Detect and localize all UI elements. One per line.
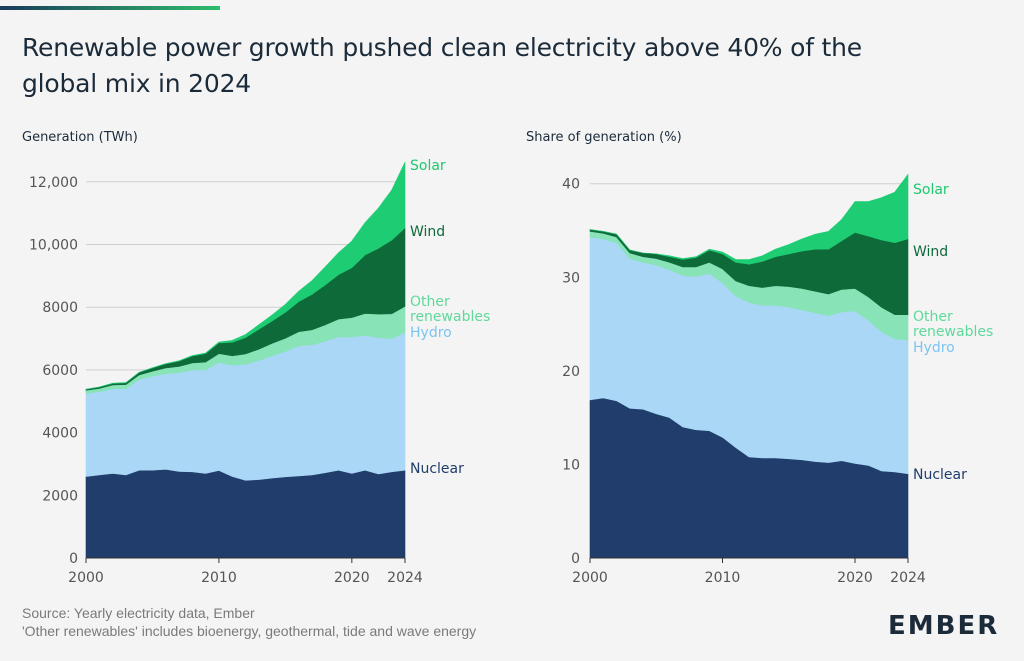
x-tick-label: 2024 — [387, 570, 423, 586]
left-panel-title: Generation (TWh) — [22, 130, 138, 145]
y-tick-label: 0 — [571, 551, 580, 567]
other-renewables-note: 'Other renewables' includes bioenergy, g… — [22, 623, 477, 639]
series-label-hydro: Hydro — [913, 340, 955, 356]
title-line-2: global mix in 2024 — [22, 69, 251, 98]
y-tick-label: 10 — [562, 457, 580, 473]
area-solar — [85, 161, 406, 390]
series-label-nuclear: Nuclear — [913, 467, 967, 483]
y-tick-label: 8000 — [42, 300, 78, 316]
y-tick-label: 40 — [562, 177, 580, 193]
generation-chart: 0 2000 4000 6000 8000 10,000 12,000 2000 2010 202… — [29, 158, 490, 586]
y-tick-label: 2000 — [42, 488, 78, 504]
x-tick-label: 2020 — [837, 570, 873, 586]
area-nuclear — [85, 468, 406, 559]
source-note: Source: Yearly electricity data, Ember — [22, 605, 255, 621]
right-panel-title: Share of generation (%) — [526, 130, 682, 145]
series-label-hydro: Hydro — [410, 325, 452, 341]
x-tick-label: 2010 — [705, 570, 741, 586]
y-tick-label: 30 — [562, 270, 580, 286]
x-tick-label: 2000 — [572, 570, 608, 586]
y-tick-label: 6000 — [42, 363, 78, 379]
y-tick-label: 12,000 — [29, 175, 78, 191]
y-tick-label: 4000 — [42, 426, 78, 442]
ember-logo: EMBER — [888, 611, 1000, 641]
series-label-other: Other renewables — [410, 294, 490, 325]
area-solar — [589, 173, 909, 265]
y-tick-label: 20 — [562, 364, 580, 380]
series-label-wind: Wind — [410, 224, 445, 240]
x-tick-label: 2010 — [201, 570, 237, 586]
series-label-solar: Solar — [913, 182, 949, 198]
chart-title: Renewable power growth pushed clean elec… — [22, 30, 1002, 102]
y-tick-label: 0 — [69, 551, 78, 567]
x-tick-label: 2024 — [890, 570, 926, 586]
series-label-solar: Solar — [410, 158, 446, 174]
series-label-wind: Wind — [913, 244, 948, 260]
series-label-nuclear: Nuclear — [410, 461, 464, 477]
y-tick-label: 10,000 — [29, 238, 78, 254]
title-line-1: Renewable power growth pushed clean elec… — [22, 33, 862, 62]
x-tick-label: 2020 — [334, 570, 370, 586]
series-label-other: Other renewables — [913, 309, 993, 340]
accent-bar — [0, 6, 220, 10]
footer: Source: Yearly electricity data, Ember '… — [22, 604, 476, 640]
x-tick-label: 2000 — [68, 570, 104, 586]
share-chart: 0 10 20 30 40 2000 2010 2020 2024 Solar Wind Other r… — [562, 173, 993, 586]
